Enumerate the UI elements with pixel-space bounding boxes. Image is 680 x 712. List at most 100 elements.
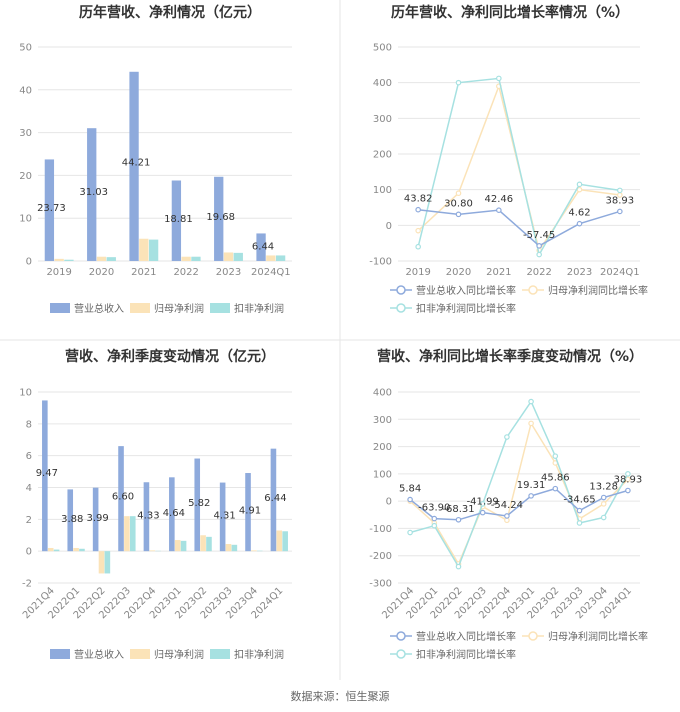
- data-point: [415, 206, 421, 213]
- x-tick-label: 2023: [216, 267, 241, 278]
- bar: [79, 548, 85, 552]
- bar: [42, 400, 48, 552]
- bar: [181, 256, 191, 261]
- data-point: [415, 227, 421, 234]
- bar: [191, 256, 201, 261]
- data-point: [625, 471, 631, 477]
- legend-label: 营业总收入同比增长率: [416, 284, 516, 297]
- y-tick-label: 0: [26, 547, 32, 558]
- bar: [106, 257, 116, 261]
- bar: [129, 516, 136, 552]
- x-tick-label: 2019: [405, 267, 430, 278]
- data-point: [552, 485, 559, 492]
- data-label: 44.21: [122, 158, 151, 169]
- data-point: [536, 243, 542, 249]
- bar: [96, 256, 107, 261]
- data-point: [528, 398, 534, 405]
- quarterly-growth-rate-chart: 营收、净利同比增长率季度变动情况（%） -300 -200 -100 0 100 200 3…: [369, 348, 648, 661]
- x-tick-label: 2024Q1: [600, 267, 640, 278]
- data-label: -57.45: [523, 230, 555, 241]
- data-label: 6.44: [264, 493, 286, 504]
- legend-label: 归母净利润: [154, 648, 204, 661]
- y-tick-label: 500: [373, 43, 392, 54]
- x-tick-label: 2021: [131, 267, 156, 278]
- data-label: 4.62: [568, 208, 590, 219]
- bar: [129, 71, 139, 262]
- legend-swatch: [50, 303, 70, 313]
- y-tick-label: 10: [19, 214, 32, 225]
- legend-marker: [396, 631, 406, 641]
- data-point: [455, 190, 462, 197]
- data-point: [431, 522, 438, 529]
- data-point: [504, 434, 510, 440]
- y-tick-label: 50: [19, 43, 32, 54]
- y-tick-label: -100: [369, 257, 392, 268]
- y-tick-label: 400: [373, 78, 392, 89]
- bar: [54, 258, 64, 261]
- data-point: [455, 211, 462, 218]
- bar: [206, 536, 212, 552]
- legend-swatch: [210, 649, 230, 659]
- data-label: 4.91: [239, 506, 261, 517]
- bar: [266, 255, 276, 261]
- chart-title: 历年营收、净利同比增长率情况（%）: [391, 4, 629, 21]
- bar: [180, 540, 187, 552]
- data-point: [455, 516, 462, 523]
- legend-label: 营业总收入: [74, 302, 124, 315]
- legend-label: 归母净利润: [154, 302, 204, 315]
- bar: [214, 176, 224, 261]
- data-label: 38.93: [614, 475, 643, 486]
- legend-label: 营业总收入同比增长率: [416, 630, 516, 643]
- annual-growth-rate-chart: 历年营收、净利同比增长率情况（%） -100 0 100 200 300 400 500 20…: [369, 4, 648, 315]
- data-point: [617, 187, 623, 194]
- data-label: 4.64: [163, 508, 185, 519]
- bar: [53, 549, 60, 552]
- bar: [148, 239, 159, 261]
- y-tick-label: 0: [386, 497, 392, 508]
- bar: [139, 238, 149, 261]
- data-point: [600, 501, 607, 507]
- data-label: -34.65: [563, 495, 595, 506]
- data-label: 43.82: [404, 194, 433, 205]
- data-label: 38.93: [606, 195, 635, 206]
- data-point: [415, 243, 421, 250]
- bar: [275, 255, 286, 261]
- bar: [251, 550, 257, 552]
- data-point: [496, 207, 502, 213]
- bar: [87, 128, 97, 261]
- bar: [200, 535, 206, 552]
- data-point: [496, 75, 502, 82]
- data-point: [625, 487, 631, 494]
- data-point: [576, 186, 583, 193]
- y-tick-label: 0: [386, 221, 392, 232]
- bar: [194, 458, 201, 552]
- legend-marker: [528, 631, 538, 641]
- data-point: [576, 181, 583, 188]
- bar: [276, 530, 283, 552]
- x-tick-label: 2024Q1: [251, 267, 291, 278]
- data-point: [479, 501, 486, 507]
- series-line: [409, 487, 629, 521]
- data-label: 31.03: [79, 187, 108, 198]
- data-point: [536, 251, 542, 258]
- data-point: [576, 220, 583, 227]
- y-tick-label: 40: [19, 85, 32, 96]
- bar: [233, 252, 243, 261]
- bar: [67, 489, 74, 552]
- legend-marker: [396, 303, 406, 313]
- bar: [118, 446, 124, 552]
- data-label: -41.99: [467, 497, 499, 508]
- bar: [219, 482, 226, 552]
- data-label: -68.31: [442, 504, 474, 515]
- data-label: -63.90: [418, 503, 450, 514]
- series-line: [417, 77, 620, 257]
- y-tick-label: 300: [373, 415, 392, 426]
- bar: [64, 259, 74, 261]
- bar: [149, 550, 156, 552]
- data-point: [552, 453, 559, 459]
- data-label: 4.31: [213, 510, 235, 521]
- bar: [124, 516, 130, 552]
- legend-swatch: [130, 649, 150, 659]
- bar: [143, 482, 150, 552]
- legend-marker: [528, 285, 538, 295]
